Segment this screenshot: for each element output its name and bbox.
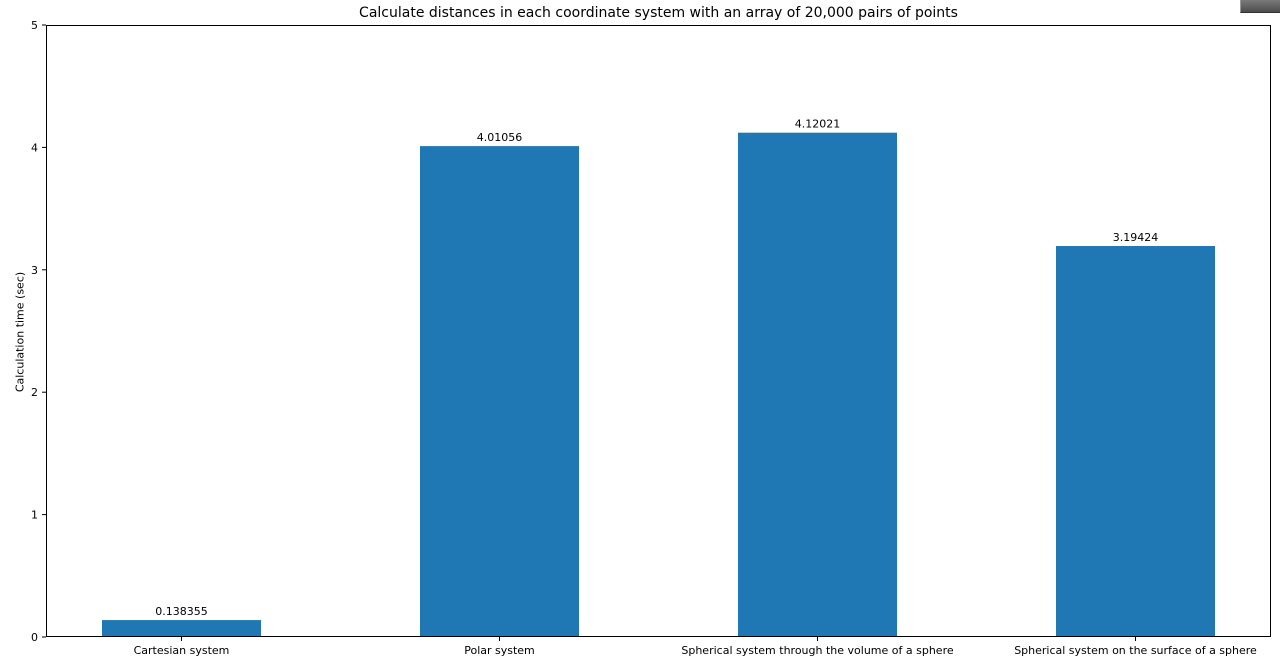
plot-frame (46, 25, 1271, 637)
y-tick-label: 5 (31, 19, 38, 32)
bar (102, 620, 261, 637)
data-label: 3.19424 (1113, 231, 1159, 244)
bar (738, 132, 897, 638)
y-tick-label: 4 (31, 141, 38, 154)
x-tick-label: Spherical system through the volume of a… (681, 644, 953, 657)
y-tick-label: 2 (31, 386, 38, 399)
x-tick-label: Spherical system on the surface of a sph… (1014, 644, 1257, 657)
y-tick-label: 0 (31, 631, 38, 644)
chart-title: Calculate distances in each coordinate s… (359, 5, 958, 21)
window-thumbnail (1240, 0, 1280, 13)
data-label: 4.01056 (477, 131, 523, 144)
y-tick-label: 3 (31, 264, 38, 277)
x-tick-label: Polar system (464, 644, 535, 657)
bar (420, 146, 579, 637)
data-label: 0.138355 (155, 605, 208, 618)
data-label: 4.12021 (795, 118, 841, 131)
bar (1056, 246, 1215, 637)
x-tick-label: Cartesian system (134, 644, 230, 657)
y-tick-label: 1 (31, 509, 38, 522)
